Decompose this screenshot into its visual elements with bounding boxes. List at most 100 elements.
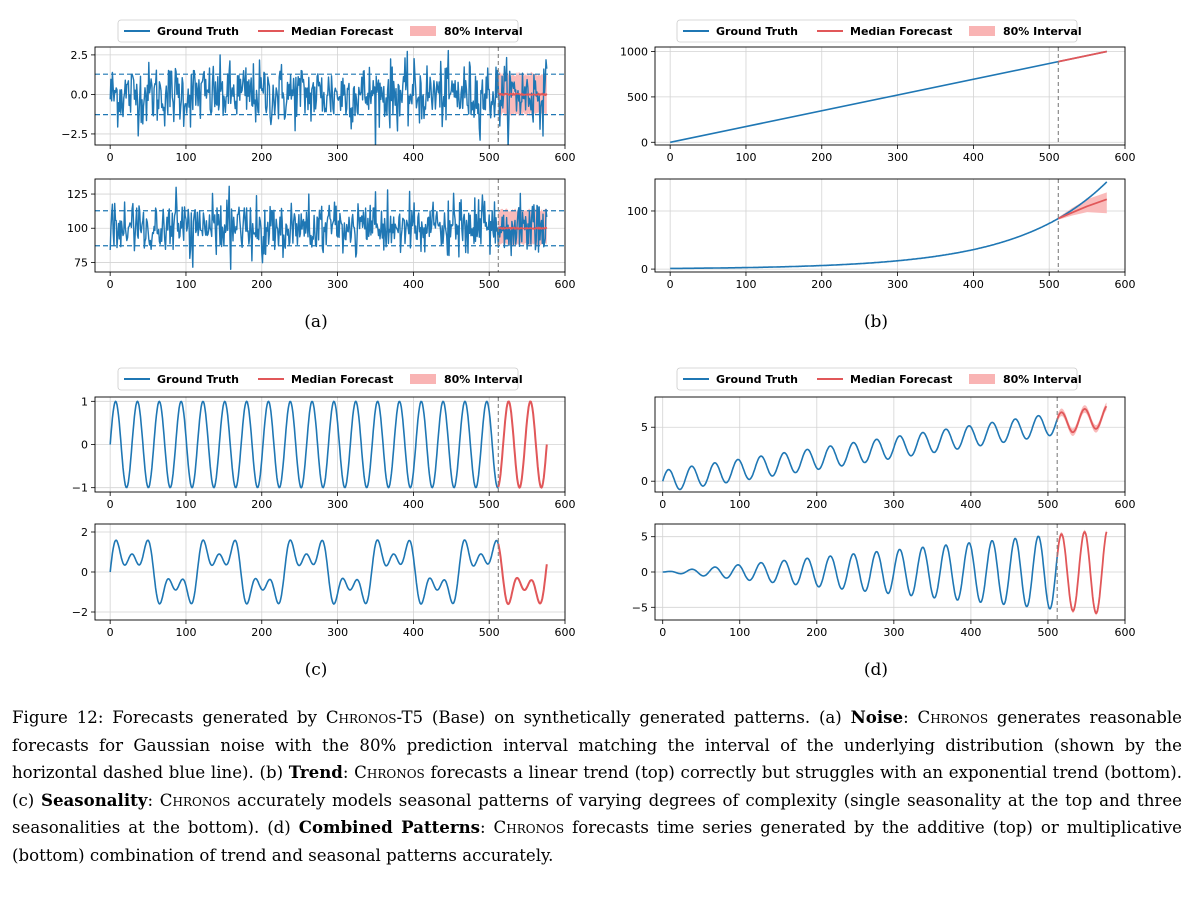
caption-noise-sep: : — [903, 708, 918, 727]
caption-combined-title: Combined Patterns — [298, 817, 480, 837]
caption-season-text: accurately models seasonal patterns of v… — [12, 790, 1182, 838]
ground-truth-line — [670, 181, 1108, 270]
legend-interval-swatch — [410, 26, 436, 36]
x-tick-label: 100 — [735, 278, 756, 291]
x-tick-label: 200 — [811, 278, 832, 291]
median-forecast-line — [1058, 50, 1107, 63]
y-tick-label: 500 — [627, 91, 648, 104]
y-tick-label: 0 — [641, 136, 648, 149]
x-tick-label: 0 — [667, 151, 674, 164]
ground-truth-line — [661, 414, 1058, 491]
x-tick-label: 500 — [1037, 626, 1058, 639]
chart-panel-c-top: 0 100 200 300 400 500 600 1 0 −1 — [72, 395, 576, 511]
x-tick-label: 100 — [735, 151, 756, 164]
x-tick-label: 100 — [175, 151, 196, 164]
plot-area — [109, 539, 548, 606]
legend-box — [117, 19, 519, 43]
panel-label: (d) — [864, 660, 888, 680]
caption-trend-sep: : — [342, 763, 355, 782]
y-tick-label: −5 — [632, 601, 648, 614]
caption-chronos-4: Chronos — [493, 818, 565, 837]
panel-label: (a) — [304, 312, 327, 332]
legend-interval-swatch — [410, 374, 436, 384]
chart-panel-b-bottom: 0 100 200 300 400 500 600 100 0 — [627, 178, 1136, 291]
x-tick-label: 200 — [251, 498, 272, 511]
y-tick-label: −2.5 — [61, 128, 88, 141]
y-tick-label: 100 — [627, 205, 648, 218]
x-tick-label: 300 — [327, 626, 348, 639]
x-tick-label: 0 — [107, 626, 114, 639]
y-tick-label: 1 — [81, 395, 88, 408]
x-tick-label: 0 — [107, 151, 114, 164]
legend: Ground Truth Median Forecast 80% Interval — [117, 19, 523, 43]
legend-ground-truth-label: Ground Truth — [716, 25, 798, 38]
x-tick-label: 400 — [960, 498, 981, 511]
x-tick-label: 600 — [555, 278, 576, 291]
y-tick-label: 0 — [641, 263, 648, 276]
x-tick-label: 100 — [729, 498, 750, 511]
legend-median-forecast-label: Median Forecast — [850, 373, 952, 386]
legend-interval-label: 80% Interval — [444, 373, 523, 386]
y-tick-label: 1000 — [620, 46, 648, 59]
y-tick-label: 5 — [641, 421, 648, 434]
y-tick-label: 0.0 — [71, 88, 89, 101]
panel-label: (c) — [305, 660, 328, 680]
legend-ground-truth-label: Ground Truth — [157, 373, 239, 386]
caption-chronos-3: Chronos — [159, 790, 231, 810]
x-tick-label: 200 — [251, 278, 272, 291]
caption-model-name: Chronos — [325, 708, 397, 727]
x-tick-label: 500 — [1037, 498, 1058, 511]
caption-combined-sep: : — [480, 818, 494, 837]
chart-panel-b-top: 0 100 200 300 400 500 600 1000 500 0 — [620, 46, 1136, 164]
caption-trend-text: forecasts a linear trend (top) correctly… — [12, 763, 1182, 810]
plot-area — [95, 49, 565, 145]
panel-label: (b) — [864, 312, 888, 332]
caption-season-title: Seasonality — [41, 789, 148, 810]
legend: Ground Truth Median Forecast 80% Interval — [676, 367, 1082, 391]
legend-interval-label: 80% Interval — [1003, 25, 1082, 38]
caption-model-suffix: -T5 (Base) on synthetically generated pa… — [396, 708, 851, 727]
median-forecast-line — [1056, 531, 1108, 614]
chart-panel-a-bottom: 0 100 200 300 400 500 600 125 100 75 — [67, 178, 576, 291]
plot-area — [670, 50, 1107, 144]
axes-frame — [654, 178, 1126, 273]
axes-frame — [94, 396, 566, 493]
plot-area — [670, 181, 1108, 270]
chart-panel-d-top: 0 100 200 300 400 500 600 5 0 — [641, 396, 1136, 511]
y-tick-label: 100 — [67, 222, 88, 235]
y-tick-label: 2 — [81, 526, 88, 539]
axes-frame — [94, 523, 566, 621]
x-tick-label: 100 — [729, 626, 750, 639]
x-tick-label: 100 — [175, 498, 196, 511]
x-tick-label: 400 — [403, 626, 424, 639]
chart-panel-a-top: 0 100 200 300 400 500 600 2.5 0.0 −2.5 — [61, 46, 576, 164]
legend-box — [117, 367, 519, 391]
ground-truth-line — [662, 535, 1058, 610]
x-tick-label: 500 — [1039, 151, 1060, 164]
chart-panel-d-bottom: 0 100 200 300 400 500 600 5 0 −5 — [632, 523, 1136, 639]
ground-truth-line — [109, 400, 499, 489]
caption-chronos-2: Chronos — [354, 763, 425, 782]
caption-intro: Forecasts generated by — [103, 708, 326, 727]
x-tick-label: 600 — [1115, 626, 1136, 639]
x-tick-label: 400 — [403, 151, 424, 164]
x-tick-label: 600 — [1115, 151, 1136, 164]
x-tick-label: 300 — [327, 278, 348, 291]
legend: Ground Truth Median Forecast 80% Interval — [676, 19, 1082, 43]
x-tick-label: 0 — [667, 278, 674, 291]
x-tick-label: 0 — [659, 498, 666, 511]
x-tick-label: 400 — [403, 278, 424, 291]
x-tick-label: 600 — [555, 498, 576, 511]
interval-band — [1057, 402, 1107, 436]
x-tick-label: 500 — [479, 498, 500, 511]
x-tick-label: 200 — [806, 626, 827, 639]
median-forecast-line — [498, 226, 548, 230]
x-tick-label: 0 — [107, 498, 114, 511]
axes-frame — [94, 46, 566, 146]
plot-area — [109, 400, 548, 489]
y-tick-label: 75 — [74, 256, 88, 269]
x-tick-label: 600 — [1115, 278, 1136, 291]
x-tick-label: 300 — [327, 151, 348, 164]
y-tick-label: −2 — [72, 606, 88, 619]
legend-median-forecast-label: Median Forecast — [291, 25, 393, 38]
